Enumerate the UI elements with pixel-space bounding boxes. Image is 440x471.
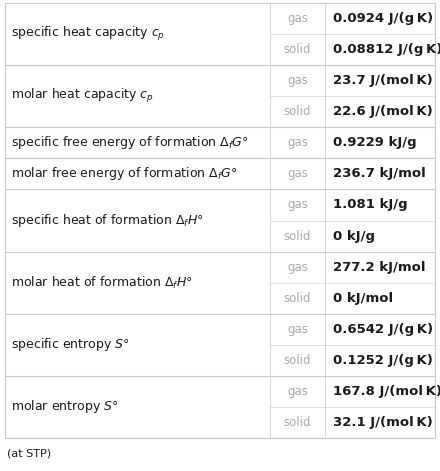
Text: 167.8 J/(mol K): 167.8 J/(mol K) [333,385,440,398]
Text: 22.6 J/(mol K): 22.6 J/(mol K) [333,105,433,118]
Text: gas: gas [287,167,308,180]
Text: (at STP): (at STP) [7,448,51,458]
Text: solid: solid [284,43,311,56]
Text: 0.9229 kJ/g: 0.9229 kJ/g [333,136,417,149]
Text: gas: gas [287,74,308,87]
Text: 0.0924 J/(g K): 0.0924 J/(g K) [333,12,433,25]
Text: solid: solid [284,292,311,305]
Text: 277.2 kJ/mol: 277.2 kJ/mol [333,260,425,274]
Text: molar heat of formation $\Delta_f H°$: molar heat of formation $\Delta_f H°$ [11,275,193,291]
Text: molar heat capacity $c_p$: molar heat capacity $c_p$ [11,87,154,105]
Text: gas: gas [287,385,308,398]
Text: specific entropy $S°$: specific entropy $S°$ [11,336,130,353]
Text: 1.081 kJ/g: 1.081 kJ/g [333,198,407,211]
Text: 0.1252 J/(g K): 0.1252 J/(g K) [333,354,433,367]
Text: solid: solid [284,229,311,243]
Text: molar free energy of formation $\Delta_f G°$: molar free energy of formation $\Delta_f… [11,165,238,182]
Text: solid: solid [284,105,311,118]
Text: 236.7 kJ/mol: 236.7 kJ/mol [333,167,426,180]
Text: gas: gas [287,260,308,274]
Text: 0 kJ/mol: 0 kJ/mol [333,292,393,305]
Text: specific heat of formation $\Delta_f H°$: specific heat of formation $\Delta_f H°$ [11,212,204,229]
Text: specific free energy of formation $\Delta_f G°$: specific free energy of formation $\Delt… [11,134,249,151]
Text: specific heat capacity $c_p$: specific heat capacity $c_p$ [11,25,165,43]
Text: gas: gas [287,323,308,336]
Text: 23.7 J/(mol K): 23.7 J/(mol K) [333,74,433,87]
Text: 0.6542 J/(g K): 0.6542 J/(g K) [333,323,433,336]
Text: 32.1 J/(mol K): 32.1 J/(mol K) [333,416,433,429]
Text: 0.08812 J/(g K): 0.08812 J/(g K) [333,43,440,56]
Text: gas: gas [287,136,308,149]
Text: 0 kJ/g: 0 kJ/g [333,229,375,243]
Text: solid: solid [284,416,311,429]
Text: gas: gas [287,198,308,211]
Text: solid: solid [284,354,311,367]
Text: gas: gas [287,12,308,25]
Text: molar entropy $S°$: molar entropy $S°$ [11,398,119,415]
